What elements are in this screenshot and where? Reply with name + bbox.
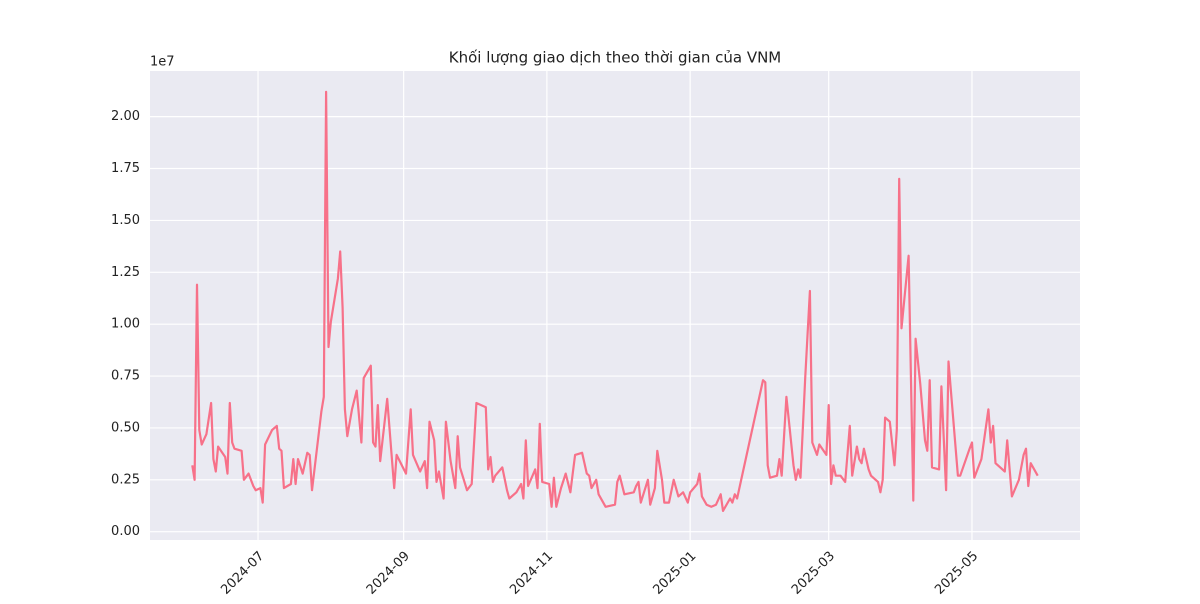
y-tick-label: 0.50 — [111, 420, 140, 435]
y-tick-label: 1.50 — [111, 213, 140, 228]
x-tick-label: 2025-03 — [789, 549, 838, 598]
x-tick-label: 2024-09 — [364, 549, 413, 598]
data-line — [191, 90, 1039, 512]
x-tick-label: 2024-07 — [218, 549, 267, 598]
x-tick-label: 2025-01 — [650, 549, 699, 598]
chart-title: Khối lượng giao dịch theo thời gian của … — [449, 49, 782, 67]
x-tick-label: 2024-11 — [507, 549, 556, 598]
y-tick-label: 2.00 — [111, 109, 140, 124]
y-tick-label: 1.00 — [111, 317, 140, 332]
y-offset-label: 1e7 — [150, 55, 175, 70]
y-tick-label: 1.25 — [111, 265, 140, 280]
y-tick-label: 0.75 — [111, 369, 140, 384]
plot-area — [150, 71, 1080, 540]
y-tick-label: 1.75 — [111, 161, 140, 176]
y-tick-label: 0.00 — [111, 524, 140, 539]
y-tick-label: 0.25 — [111, 472, 140, 487]
x-tick-label: 2025-05 — [932, 549, 981, 598]
